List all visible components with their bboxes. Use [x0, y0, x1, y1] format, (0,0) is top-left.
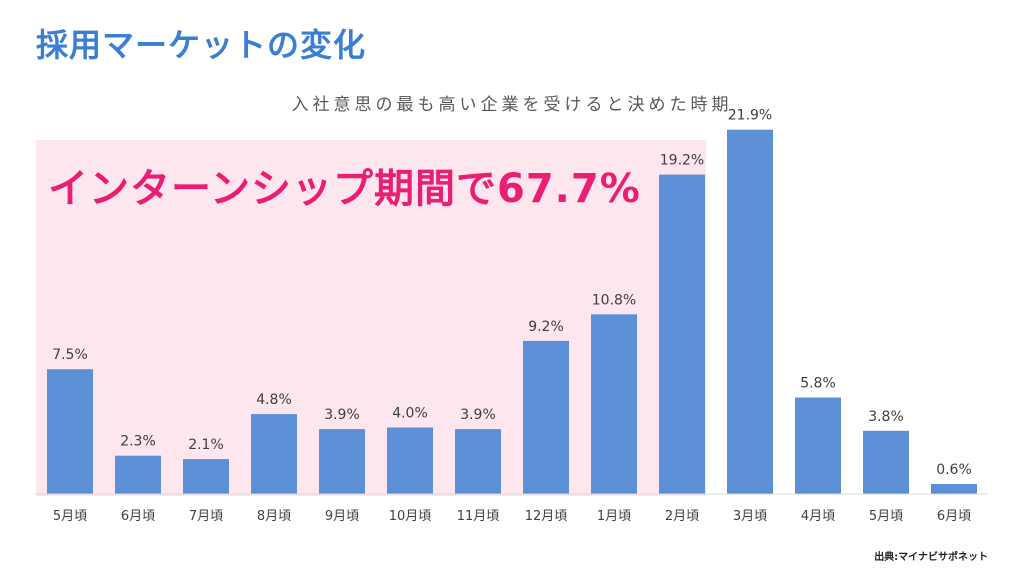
internship-share-callout: インターンシップ期間で67.7%	[48, 166, 641, 212]
data-label: 2.3%	[120, 434, 156, 450]
data-label: 21.9%	[728, 108, 772, 124]
x-tick-label: 10月頃	[389, 509, 432, 524]
x-tick-label: 7月頃	[189, 509, 223, 524]
x-tick-label: 8月頃	[257, 509, 291, 524]
data-label: 3.9%	[324, 407, 360, 423]
bar	[863, 430, 909, 494]
data-label: 3.8%	[868, 409, 904, 425]
x-tick-label: 6月頃	[937, 509, 971, 524]
bar	[319, 429, 365, 494]
bar	[47, 369, 93, 494]
bar	[931, 484, 977, 494]
data-label: 2.1%	[188, 437, 224, 453]
bar	[387, 427, 433, 494]
data-label: 7.5%	[52, 347, 88, 363]
data-label: 4.0%	[392, 406, 428, 422]
data-label: 5.8%	[800, 376, 836, 392]
bar	[659, 174, 705, 494]
x-tick-label: 12月頃	[525, 509, 568, 524]
bar	[251, 414, 297, 494]
x-tick-label: 4月頃	[801, 509, 835, 524]
data-labels: 7.5% 2.3% 2.1% 4.8% 3.9% 4.0% 3.9% 9.2% 10.8% 19.…	[52, 108, 972, 478]
bar	[727, 129, 773, 494]
x-tick-label: 9月頃	[325, 509, 359, 524]
bar-series	[36, 129, 988, 495]
bar	[115, 455, 161, 494]
x-tick-label: 5月頃	[869, 509, 903, 524]
data-label: 10.8%	[592, 292, 636, 308]
x-tick-label: 5月頃	[53, 509, 87, 524]
x-tick-label: 6月頃	[121, 509, 155, 524]
data-label: 4.8%	[256, 392, 292, 408]
data-label: 9.2%	[528, 319, 564, 335]
bar	[591, 314, 637, 494]
bar	[455, 429, 501, 494]
x-tick-label: 1月頃	[597, 509, 631, 524]
x-axis-tick-labels: 5月頃 6月頃 7月頃 8月頃 9月頃 10月頃 11月頃 12月頃 1月頃 2月頃 3月頃 4月頃 5…	[53, 509, 971, 524]
slide-title: 採用マーケットの変化	[36, 26, 367, 64]
data-label: 19.2%	[660, 153, 704, 169]
bar	[523, 340, 569, 494]
data-label: 3.9%	[460, 407, 496, 423]
bar	[183, 459, 229, 494]
x-tick-label: 2月頃	[665, 509, 699, 524]
source-note: 出典:マイナビサポネット	[874, 552, 988, 563]
x-tick-label: 11月頃	[457, 509, 500, 524]
x-tick-label: 3月頃	[733, 509, 767, 524]
bar	[795, 397, 841, 494]
data-label: 0.6%	[936, 462, 972, 478]
chart-title: 入社意思の最も高い企業を受けると決めた時期	[291, 95, 733, 115]
